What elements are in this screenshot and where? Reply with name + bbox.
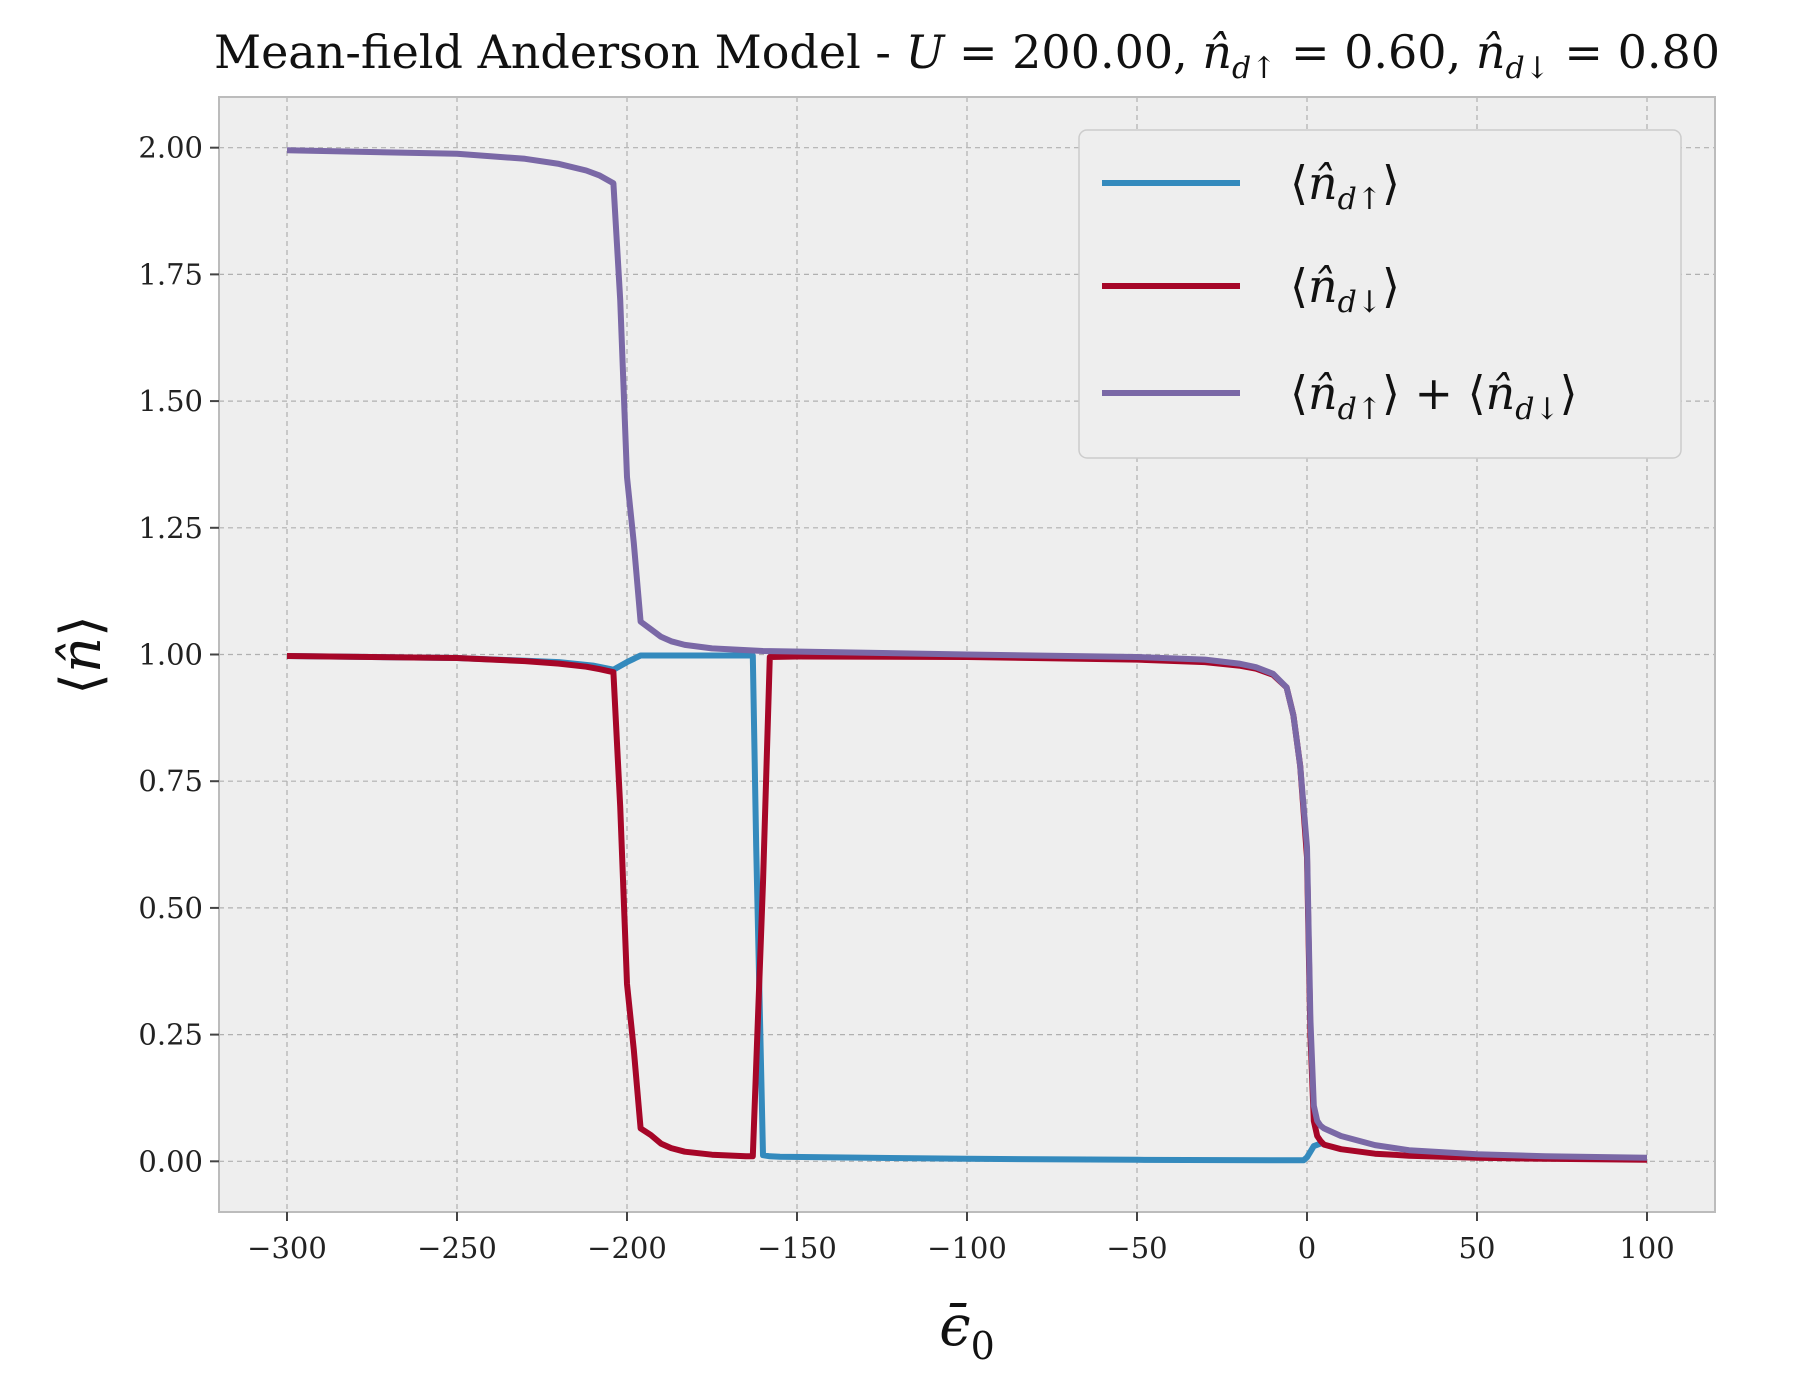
y-tick-label: 0.50 — [138, 891, 203, 925]
x-tick-label: −300 — [247, 1231, 327, 1265]
legend: ⟨n̂d↑⟩ ⟨n̂d↓⟩ ⟨n̂d↑⟩ + ⟨n̂d↓⟩ — [1078, 129, 1682, 459]
y-ticks: 0.00 0.25 0.50 0.75 1.00 1.25 1.50 1.75 2.00 — [138, 131, 219, 1178]
y-tick-label: 1.00 — [138, 638, 203, 672]
x-tick-label: −250 — [417, 1231, 497, 1265]
legend-label-down: ⟨n̂d↓⟩ — [1290, 259, 1400, 320]
x-tick-label: −200 — [587, 1231, 667, 1265]
x-tick-label: −50 — [1106, 1231, 1167, 1265]
series-layer — [286, 147, 1648, 1164]
series-line-n-total — [286, 147, 1648, 1161]
x-tick-label: −150 — [757, 1231, 837, 1265]
x-tick-label: 100 — [1619, 1231, 1674, 1265]
x-tick-label: −100 — [927, 1231, 1007, 1265]
y-tick-label: 2.00 — [138, 131, 203, 165]
x-axis-label: ϵ̄0 — [939, 1294, 995, 1368]
y-tick-label: 0.75 — [138, 764, 203, 798]
y-tick-label: 1.50 — [138, 384, 203, 418]
y-tick-label: 0.25 — [138, 1018, 203, 1052]
x-tick-label: 50 — [1459, 1231, 1496, 1265]
y-tick-label: 1.25 — [138, 511, 203, 545]
legend-box — [1078, 129, 1682, 459]
y-tick-label: 0.00 — [138, 1144, 203, 1178]
series-line-n-down — [286, 653, 1648, 1163]
x-ticks: −300 −250 −200 −150 −100 −50 0 50 100 — [247, 1212, 1675, 1265]
y-axis-label: ⟨n̂⟩ — [49, 615, 114, 695]
y-tick-label: 1.75 — [138, 257, 203, 291]
x-tick-label: 0 — [1298, 1231, 1316, 1265]
chart-title: Mean-field Anderson Model - U = 200.00, … — [214, 25, 1720, 86]
